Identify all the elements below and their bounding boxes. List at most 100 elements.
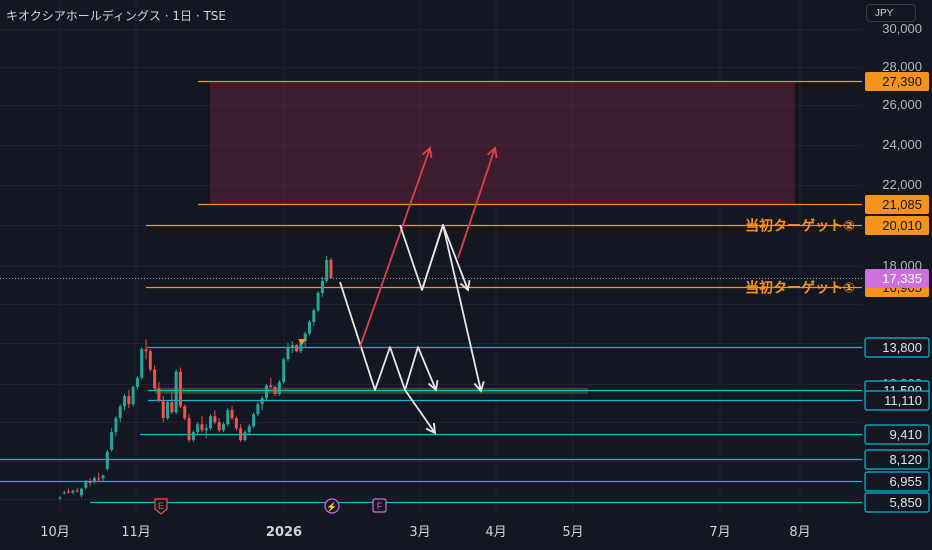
price-badge-text: 5,850 (889, 495, 922, 510)
target-zone (210, 81, 795, 204)
candle-body (97, 478, 101, 480)
candle-body (196, 424, 200, 433)
y-tick-label: 26,000 (882, 97, 922, 112)
candle-body (209, 416, 213, 429)
candle-body (67, 491, 71, 493)
candle-body (178, 371, 182, 407)
split-marker-label: ⚡ (326, 501, 337, 513)
candle-body (256, 404, 260, 415)
price-badge-text: 20,010 (882, 218, 922, 233)
candle-body (153, 369, 157, 389)
candle-body (183, 406, 187, 419)
price-badge (865, 72, 929, 91)
candle-body (325, 259, 329, 281)
x-tick-label: 4月 (485, 525, 506, 540)
x-tick-label: 7月 (709, 525, 730, 540)
price-badge (865, 195, 929, 214)
level-lines: 当初ターゲット② 当初ターゲット① (0, 80, 862, 504)
price-badge (864, 390, 930, 411)
candle-body (299, 341, 303, 352)
level-note-label: 当初ターゲット② (745, 218, 855, 235)
projection-arrows (339, 146, 498, 435)
candle-body (226, 410, 230, 425)
x-tick-label: 2026 (266, 525, 302, 540)
candle-body (131, 386, 135, 405)
level-note-label: 当初ターゲット① (745, 280, 855, 297)
candle-body (269, 385, 273, 387)
white-path-2 (404, 389, 436, 434)
candle-body (84, 482, 88, 488)
candle-body (58, 497, 62, 499)
candle-body (140, 349, 144, 378)
price-badge (864, 492, 930, 513)
arrow-head (421, 146, 433, 159)
candle-body (80, 488, 84, 496)
candle-body (118, 406, 122, 419)
arrow-head (487, 146, 498, 159)
x-tick-label: 11月 (121, 525, 151, 540)
candle-body (161, 400, 165, 419)
price-axis: 12,00018,00022,00024,00026,00028,00030,0… (862, 0, 932, 515)
white-path-1 (339, 281, 437, 391)
candle-body (75, 490, 79, 492)
candle-body (282, 359, 286, 382)
candle-body (200, 424, 204, 431)
candle-body (234, 418, 238, 429)
price-badge-text: 27,390 (882, 74, 922, 89)
price-badge-text: 11,110 (884, 393, 922, 408)
candle-body (221, 424, 225, 431)
candle-body (316, 292, 320, 311)
candle-body (101, 475, 105, 479)
financial-marker-label: F (377, 501, 383, 511)
candle-body (127, 396, 131, 405)
candle-body (71, 490, 75, 493)
x-tick-label: 3月 (409, 525, 430, 540)
x-tick-label: 5月 (562, 525, 583, 540)
candle-body (230, 410, 234, 419)
candle-body (290, 345, 294, 347)
price-badge (864, 337, 930, 358)
candle-body (148, 351, 152, 370)
candle-body (295, 345, 299, 352)
x-tick-label: 8月 (789, 525, 810, 540)
arrow-head (427, 379, 439, 392)
price-badge-text: 9,410 (889, 427, 922, 442)
candle-body (252, 414, 256, 427)
candle-body (264, 385, 268, 399)
candle-body (277, 381, 281, 394)
earnings-marker (154, 498, 168, 515)
candle-body (247, 426, 251, 433)
candle-body (217, 422, 221, 431)
chart-title: キオクシアホールディングス · 1日 · TSE (6, 9, 226, 23)
arrow-head (425, 422, 437, 435)
candle-body (260, 398, 264, 405)
x-tick-label: 10月 (40, 525, 70, 540)
candle-body (320, 280, 324, 293)
red-path-1 (359, 147, 431, 348)
candle-body (144, 349, 148, 352)
price-badge (865, 216, 929, 235)
split-marker (324, 498, 340, 514)
candle-body (213, 416, 217, 423)
candle-body (114, 418, 118, 433)
candle-body (191, 432, 195, 441)
y-tick-label: 28,000 (882, 59, 922, 74)
candle-body (286, 347, 290, 360)
white-path-4 (421, 224, 482, 392)
time-axis: 10月 11月 2026 3月 4月 5月 7月 8月 (0, 515, 932, 550)
candle-body (110, 432, 114, 450)
event-markers: E ⚡ F (154, 498, 387, 515)
price-badge-text: 6,955 (889, 474, 922, 489)
price-badge-text: 8,120 (889, 452, 922, 467)
candle-body (62, 492, 66, 494)
candle-body (88, 481, 92, 483)
candle-body (123, 396, 127, 407)
y-tick-label: 30,000 (882, 21, 922, 36)
price-badge (864, 424, 930, 445)
candle-body (243, 432, 247, 441)
candle-body (329, 259, 333, 278)
candle-body (166, 402, 170, 419)
candle-body (174, 371, 178, 413)
currency-button[interactable]: JPY (866, 4, 916, 22)
